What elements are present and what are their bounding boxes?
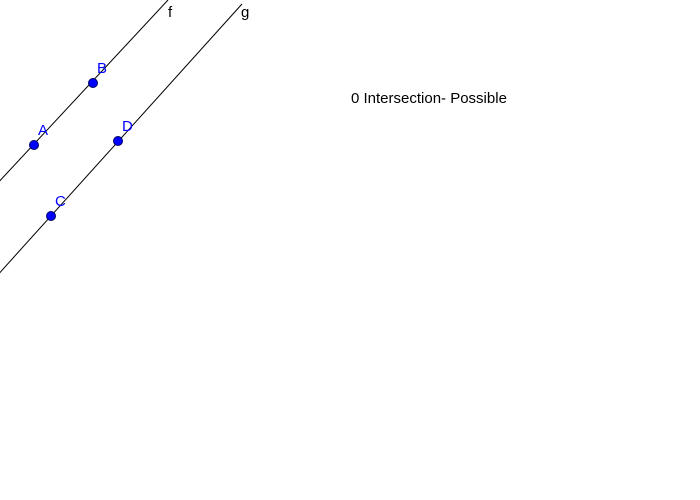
line-g-label: g [241, 4, 249, 21]
point-c-label: C [55, 193, 66, 210]
point-b-label: B [97, 60, 107, 77]
point-c[interactable] [46, 211, 56, 221]
point-a[interactable] [29, 140, 39, 150]
point-d[interactable] [113, 136, 123, 146]
intersection-status-text: 0 Intersection- Possible [351, 90, 507, 107]
line-f[interactable] [0, 0, 169, 186]
point-d-label: D [122, 118, 133, 135]
line-f-label: f [168, 4, 173, 21]
point-a-label: A [38, 122, 48, 139]
point-b[interactable] [88, 78, 98, 88]
